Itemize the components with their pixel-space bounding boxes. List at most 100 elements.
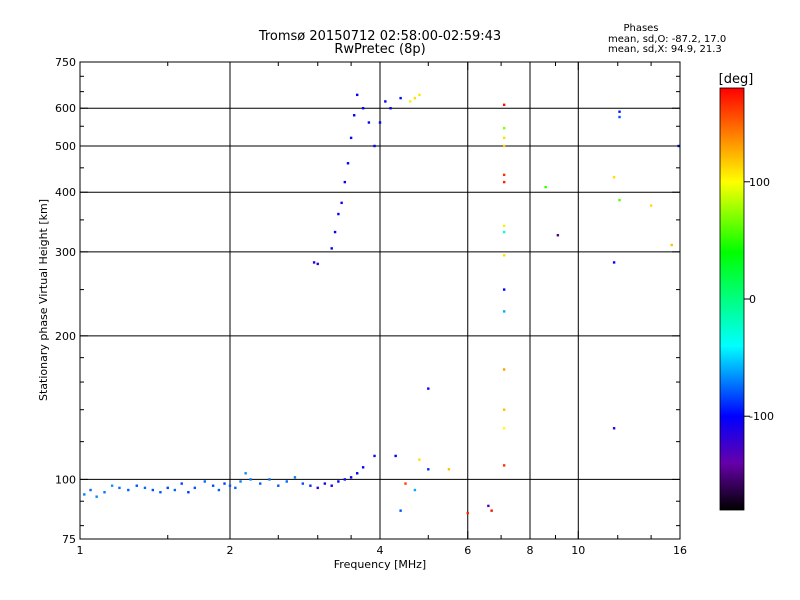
data-point xyxy=(340,201,343,205)
data-point xyxy=(89,488,92,492)
legend-x-stats: mean, sd,X: 94.9, 21.3 xyxy=(608,44,722,55)
data-point xyxy=(217,488,221,492)
data-point xyxy=(312,261,316,264)
data-point xyxy=(413,96,417,100)
data-point xyxy=(361,107,365,110)
data-point xyxy=(413,488,417,492)
x-tick-label: 4 xyxy=(377,544,384,557)
data-point xyxy=(316,262,319,266)
data-point xyxy=(244,472,247,475)
x-tick-label: 6 xyxy=(464,544,471,557)
data-point xyxy=(378,121,382,124)
data-point xyxy=(373,454,376,458)
colorbar xyxy=(719,87,745,511)
data-point xyxy=(556,234,560,237)
y-tick-label: 300 xyxy=(55,246,76,259)
data-point xyxy=(502,103,506,107)
data-point xyxy=(193,486,197,490)
data-point xyxy=(355,93,359,97)
colorbar-title: [deg] xyxy=(719,72,754,87)
data-point xyxy=(649,204,653,207)
x-tick-label: 16 xyxy=(673,544,687,557)
data-point xyxy=(343,478,347,481)
data-point xyxy=(502,230,506,234)
data-point xyxy=(418,93,421,97)
data-point xyxy=(337,212,340,216)
data-point xyxy=(143,486,147,490)
data-point xyxy=(427,387,430,390)
data-point xyxy=(239,480,242,483)
colorbar-ticks: 100 0 -100 xyxy=(744,176,774,423)
data-point xyxy=(333,230,337,234)
y-axis-label: Stationary phase Virtual Height [km] xyxy=(37,199,50,401)
data-point xyxy=(490,509,493,512)
data-point xyxy=(151,488,155,492)
data-point xyxy=(399,509,402,512)
data-point xyxy=(384,100,387,103)
legend-title: Phases xyxy=(623,23,658,34)
grid-lines xyxy=(80,62,680,539)
data-point xyxy=(487,504,490,508)
data-point xyxy=(367,121,371,124)
data-point xyxy=(544,185,547,189)
data-point xyxy=(159,491,162,494)
data-point xyxy=(330,484,333,487)
y-tick-label: 750 xyxy=(55,56,76,69)
y-tick-label: 100 xyxy=(55,473,76,486)
data-point xyxy=(203,480,206,483)
data-point xyxy=(502,368,506,371)
data-point xyxy=(228,484,232,487)
data-point xyxy=(352,114,356,117)
data-point xyxy=(612,427,616,430)
y-tick-label: 600 xyxy=(55,102,76,115)
data-point xyxy=(316,486,319,490)
data-point xyxy=(409,100,412,103)
y-tick-label: 400 xyxy=(55,186,76,199)
data-point xyxy=(355,472,359,475)
data-point xyxy=(373,144,376,148)
data-point xyxy=(277,484,280,487)
y-tick-label: 200 xyxy=(55,330,76,343)
data-point xyxy=(259,482,262,485)
data-point xyxy=(173,488,177,492)
data-point xyxy=(612,176,616,179)
data-point xyxy=(249,478,252,481)
data-point xyxy=(502,288,506,291)
data-point xyxy=(110,484,114,487)
data-point xyxy=(268,478,271,481)
data-point xyxy=(502,144,506,148)
data-point xyxy=(502,126,506,130)
data-point xyxy=(399,96,402,100)
colorbar-tick-label: 0 xyxy=(749,293,756,306)
data-point xyxy=(502,173,506,177)
data-point xyxy=(618,198,621,202)
data-point xyxy=(502,254,506,257)
data-point xyxy=(330,247,333,250)
data-point xyxy=(187,491,190,494)
axis-ticks: 1 2 4 6 8 10 16 75 100 200 300 400 500 600 750 xyxy=(55,56,687,557)
data-point xyxy=(502,224,506,228)
data-points xyxy=(83,93,680,515)
data-point xyxy=(95,495,98,498)
x-tick-label: 2 xyxy=(227,544,234,557)
data-point xyxy=(323,482,327,485)
data-point xyxy=(427,468,430,471)
data-point xyxy=(223,482,226,485)
data-point xyxy=(618,115,621,119)
data-point xyxy=(418,458,421,461)
data-point xyxy=(389,107,392,110)
data-point xyxy=(337,480,340,483)
data-point xyxy=(349,136,353,140)
data-point xyxy=(285,480,288,483)
legend-o-stats: mean, sd,O: -87.2, 17.0 xyxy=(608,34,726,45)
data-point xyxy=(309,484,312,487)
data-point xyxy=(349,476,353,479)
data-point xyxy=(447,468,451,471)
x-tick-label: 8 xyxy=(527,544,534,557)
data-point xyxy=(180,482,183,485)
x-tick-label: 1 xyxy=(77,544,84,557)
data-point xyxy=(234,486,237,490)
data-point xyxy=(670,243,673,247)
data-point xyxy=(118,486,121,490)
